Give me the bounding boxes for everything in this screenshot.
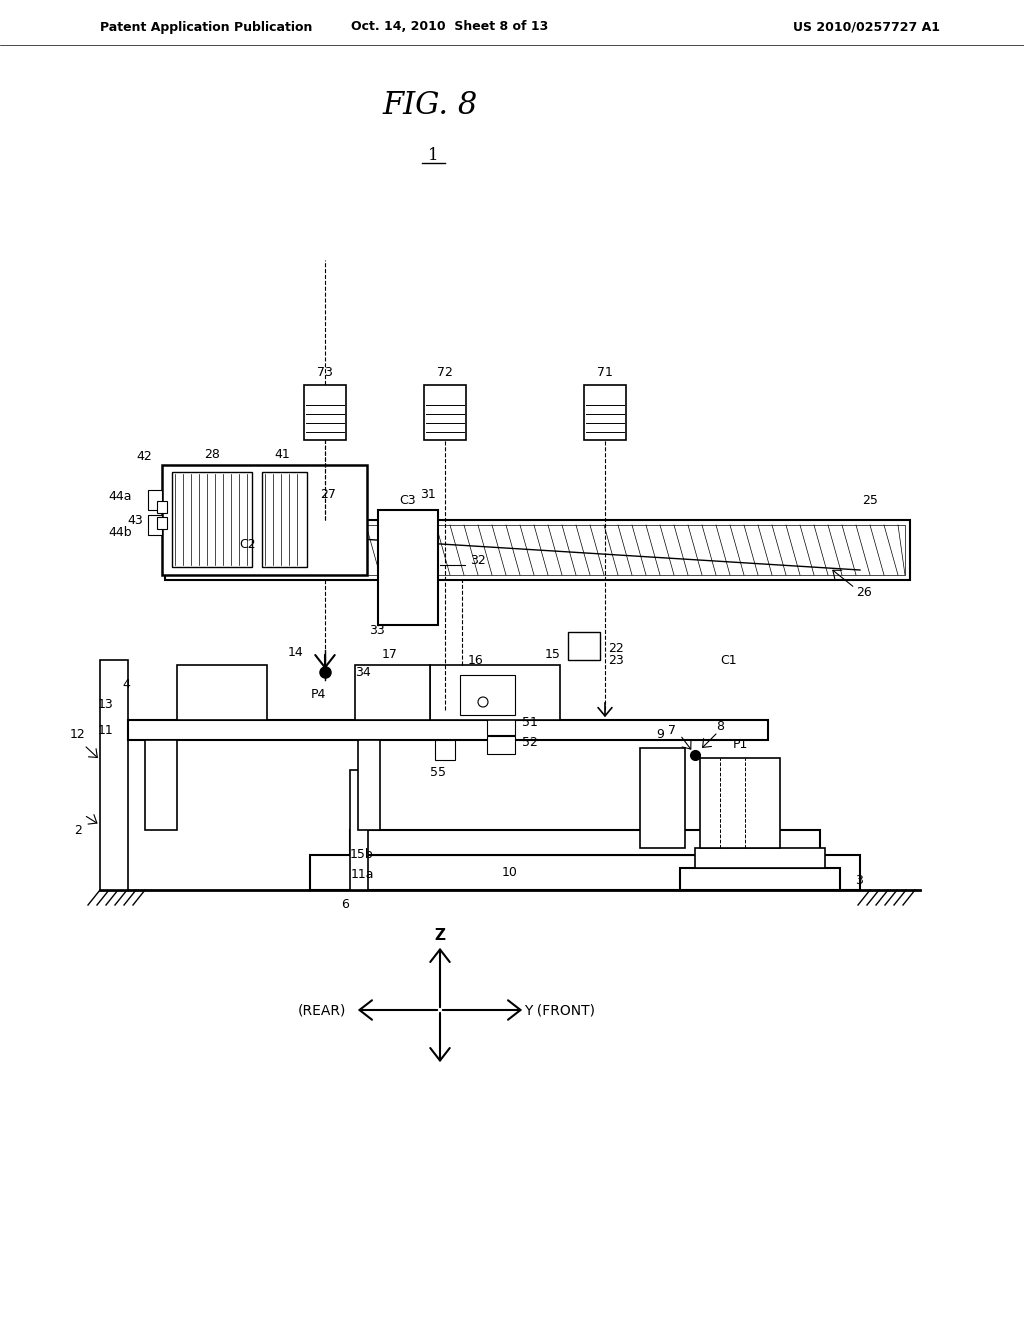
Bar [435,741,455,760]
Bar [162,465,367,576]
Text: P4: P4 [310,689,326,701]
Bar [165,520,910,579]
Text: C1: C1 [720,653,736,667]
Text: 17: 17 [382,648,398,661]
Bar [128,719,768,741]
Text: 33: 33 [370,623,385,636]
Bar [430,665,560,719]
Text: C2: C2 [240,539,256,552]
Text: 2: 2 [74,824,82,837]
Text: 72: 72 [437,367,453,380]
Text: 9: 9 [656,729,664,742]
Text: 16: 16 [468,653,483,667]
Bar [310,855,860,890]
Bar [148,490,162,510]
Text: 4: 4 [122,678,130,692]
Text: 52: 52 [522,735,538,748]
Bar [487,737,515,754]
Text: 44a: 44a [109,491,132,503]
Bar [695,847,825,869]
Text: 23: 23 [608,653,624,667]
Bar [680,869,840,890]
Circle shape [478,697,488,708]
Text: 11: 11 [97,723,113,737]
Text: Z: Z [434,928,445,942]
Text: Oct. 14, 2010  Sheet 8 of 13: Oct. 14, 2010 Sheet 8 of 13 [351,21,549,33]
Text: 15b: 15b [350,849,374,862]
Text: P1: P1 [732,738,748,751]
Text: US 2010/0257727 A1: US 2010/0257727 A1 [793,21,940,33]
Bar [487,717,515,735]
Text: 31: 31 [420,488,436,502]
Text: 51: 51 [522,715,538,729]
Text: Patent Application Publication: Patent Application Publication [100,21,312,33]
Bar [170,525,905,576]
Bar [157,502,167,513]
Text: 14: 14 [288,645,303,659]
Bar [584,385,626,440]
Text: 11a: 11a [350,869,374,882]
Bar [177,665,267,719]
Bar [700,758,780,847]
Text: 22: 22 [608,642,624,655]
Bar [148,515,162,535]
Bar [172,473,252,568]
Text: 44b: 44b [109,527,132,540]
Bar [358,741,380,830]
Bar [460,675,515,715]
Text: 12: 12 [70,729,86,742]
Text: 7: 7 [668,723,676,737]
Bar [350,770,368,890]
Text: 1: 1 [428,147,438,164]
Text: 13: 13 [97,698,113,711]
Text: 28: 28 [204,449,220,462]
Text: 34: 34 [355,665,371,678]
Text: 32: 32 [470,553,485,566]
Bar [640,748,685,847]
Text: (REAR): (REAR) [298,1003,346,1016]
Bar [100,660,128,890]
Text: 73: 73 [317,367,333,380]
Bar [350,830,820,855]
Text: 41: 41 [274,449,290,462]
Bar [568,632,600,660]
Text: 6: 6 [341,899,349,912]
Text: 55: 55 [430,766,446,779]
Bar [424,385,466,440]
Bar [262,473,307,568]
Text: 43: 43 [127,513,143,527]
Text: 15: 15 [545,648,561,661]
Text: FIG. 8: FIG. 8 [382,90,477,120]
Text: 42: 42 [136,450,152,463]
Bar [157,517,167,529]
Text: 25: 25 [862,494,878,507]
Text: C3: C3 [399,494,417,507]
Text: 10: 10 [502,866,518,879]
Bar [355,665,430,719]
Bar [378,510,438,624]
Text: 8: 8 [716,721,724,734]
Text: 3: 3 [855,874,863,887]
Bar [304,385,346,440]
Text: 27: 27 [321,488,336,502]
Text: 26: 26 [856,586,871,598]
Text: Y (FRONT): Y (FRONT) [524,1003,596,1016]
Bar [145,741,177,830]
Text: 71: 71 [597,367,613,380]
